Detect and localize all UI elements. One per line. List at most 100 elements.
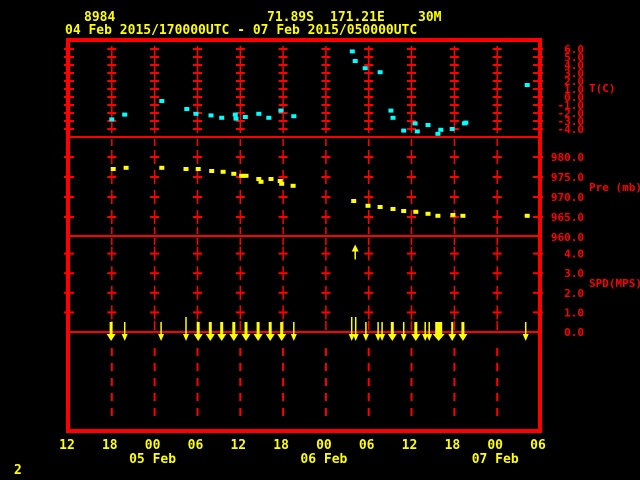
pressure-point — [413, 209, 419, 214]
wind-arrow-head — [253, 334, 263, 341]
temperature-point — [233, 116, 239, 121]
x-tick-label: 12 — [402, 438, 418, 453]
panel-ylabel: Pre (mb) — [589, 181, 640, 194]
pressure-point — [450, 213, 456, 217]
pressure-point — [231, 171, 237, 176]
panel-ylabel: T(C) — [589, 82, 616, 95]
gridline-column — [321, 46, 331, 416]
wind-arrow-head — [241, 334, 251, 341]
wind-arrow-head — [205, 334, 215, 341]
pressure-point — [220, 169, 226, 174]
pressure-series — [110, 165, 530, 218]
pressure-point — [243, 173, 249, 178]
wind-arrow-head — [400, 334, 407, 341]
gridline-column — [235, 46, 245, 416]
x-date-label: 06 Feb — [300, 452, 347, 467]
temperature-point — [449, 127, 455, 131]
y-tick-label: 1.0 — [564, 306, 584, 319]
x-tick-label: 00 — [487, 438, 503, 453]
y-tick-label: 5.0 — [564, 51, 584, 64]
temperature-series — [109, 49, 530, 136]
gridline-column — [407, 46, 416, 416]
temperature-point — [184, 107, 190, 111]
y-tick-label: 980.0 — [551, 151, 584, 164]
wind-arrow-head — [432, 334, 445, 341]
x-tick-label: 12 — [59, 438, 75, 453]
gridline-column — [107, 46, 117, 416]
temperature-point — [377, 70, 383, 75]
station-longitude: 171.21E — [330, 10, 385, 25]
page-number: 2 — [14, 463, 22, 478]
temperature-point — [349, 49, 355, 54]
y-tick-label: -2.0 — [558, 107, 585, 120]
y-tick-label: 965.0 — [551, 211, 584, 224]
pressure-point — [183, 167, 189, 171]
y-tick-label: 0.0 — [564, 91, 584, 104]
y-tick-label: 2.0 — [564, 75, 584, 88]
pressure-point — [524, 213, 530, 218]
wind-arrow-head — [106, 334, 116, 341]
wind-arrow-head — [411, 334, 421, 341]
pressure-point — [290, 183, 296, 188]
station-latitude: 71.89S — [267, 10, 314, 25]
y-tick-label: 3.0 — [564, 267, 584, 280]
temperature-point — [388, 108, 394, 113]
y-tick-label: 4.0 — [564, 59, 584, 72]
pressure-point — [123, 165, 129, 170]
temperature-point — [352, 59, 358, 63]
wind-arrow-head — [375, 334, 382, 341]
wind-arrow-head — [193, 334, 203, 341]
wind-arrow-head — [379, 334, 386, 341]
temperature-point — [266, 115, 272, 120]
pressure-point — [209, 169, 215, 173]
station-elevation: 30M — [418, 10, 442, 25]
wind-arrow-head — [522, 334, 529, 341]
temperature-point — [219, 115, 225, 120]
gridline-column — [492, 46, 502, 416]
wind-arrow-head — [351, 244, 359, 252]
x-tick-label: 18 — [445, 438, 461, 453]
pressure-point — [401, 209, 407, 213]
pressure-point — [277, 179, 283, 183]
x-tick-label: 12 — [230, 438, 246, 453]
gridline-column — [193, 46, 202, 416]
y-tick-label: 1.0 — [564, 83, 584, 96]
grid-layer — [64, 46, 543, 416]
y-tick-label: 0.0 — [564, 326, 584, 339]
wind-arrow-head — [265, 334, 275, 341]
wind-arrow-head — [121, 334, 128, 341]
x-tick-label: 18 — [273, 438, 289, 453]
panel-ylabel: SPD(MPS) — [589, 277, 640, 290]
temperature-point — [278, 108, 284, 113]
pressure-point — [365, 203, 371, 208]
pressure-point — [460, 213, 466, 218]
pressure-point — [435, 213, 441, 218]
temperature-point — [232, 112, 238, 117]
time-period: 04 Feb 2015/170000UTC - 07 Feb 2015/0500… — [65, 23, 418, 38]
pressure-point — [239, 173, 245, 178]
temperature-point — [362, 66, 368, 71]
temperature-point — [412, 121, 418, 126]
pressure-point — [159, 165, 165, 170]
wind-arrow-head — [448, 334, 457, 341]
x-tick-label: 06 — [359, 438, 375, 453]
wind-arrow-head — [422, 334, 429, 341]
wind-arrow-head — [277, 334, 287, 341]
wind-arrow-head — [426, 334, 433, 341]
x-tick-label: 18 — [102, 438, 118, 453]
wind-arrow-head — [290, 334, 297, 341]
temperature-point — [242, 115, 248, 119]
wind-arrow-head — [217, 334, 227, 341]
pressure-point — [351, 199, 357, 203]
wind-arrow-head — [158, 334, 165, 341]
temperature-point — [425, 123, 431, 127]
wind-arrows — [106, 244, 529, 341]
wind-arrow-head — [362, 334, 369, 341]
y-axis-labels: 6.05.04.03.02.01.00.0-1.0-2.0-3.0-4.0980… — [551, 43, 640, 339]
pressure-point — [279, 181, 285, 186]
x-tick-label: 00 — [145, 438, 161, 453]
temperature-point — [463, 120, 469, 125]
y-tick-label: 4.0 — [564, 248, 584, 261]
